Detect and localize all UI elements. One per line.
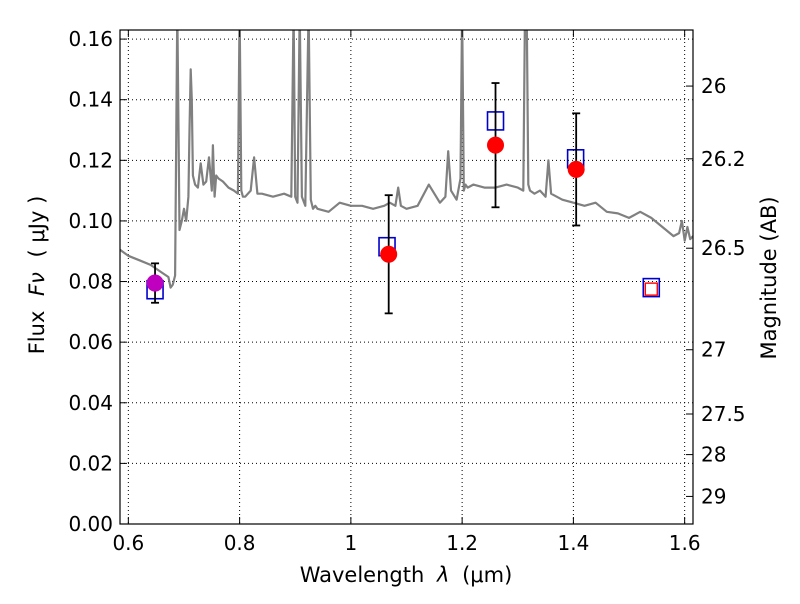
observed-point xyxy=(380,245,398,263)
x-tick-label: 0.6 xyxy=(112,531,144,555)
y-tick-label: 0.10 xyxy=(68,209,113,233)
x-tick-label: 1.2 xyxy=(446,531,478,555)
y-tick-label: 0.16 xyxy=(68,27,113,51)
optical-point xyxy=(146,274,164,292)
x-axis: 0.6 0.8 1 1.2 1.4 1.6 xyxy=(112,30,701,555)
red-open-marker xyxy=(644,282,658,296)
x-axis-label: Wavelength λ (μm) xyxy=(300,563,513,587)
model-point-square xyxy=(642,277,661,298)
x-tick-label: 1 xyxy=(345,531,358,555)
y-tick-label: 0.12 xyxy=(68,148,113,172)
observed-point xyxy=(567,160,585,178)
y-axis-label: Flux Fν ( μJy ) xyxy=(25,196,49,355)
observed-point xyxy=(487,136,505,154)
right-tick-label: 27 xyxy=(701,338,726,362)
y-tick-label: 0.14 xyxy=(68,88,113,112)
y-tick-label: 0.06 xyxy=(68,330,113,354)
y-tick-label: 0.04 xyxy=(68,391,113,415)
axes-frame xyxy=(119,29,694,525)
right-tick-label: 26.5 xyxy=(701,236,746,260)
plot-area xyxy=(120,30,693,315)
x-tick-label: 1.4 xyxy=(557,531,589,555)
right-tick-label: 26 xyxy=(701,74,726,98)
y-axis-right: 26 26.2 26.5 27 27.5 28 29 xyxy=(686,74,746,508)
right-tick-label: 28 xyxy=(701,443,726,467)
y-axis-left: 0.00 0.02 0.04 0.06 0.08 0.10 0.12 0.14 0.16 xyxy=(68,27,127,536)
y-tick-label: 0.02 xyxy=(68,451,113,475)
x-tick-label: 1.6 xyxy=(669,531,701,555)
model-spectrum-line xyxy=(120,30,693,289)
y-tick-label: 0.00 xyxy=(68,512,113,536)
right-tick-label: 29 xyxy=(701,484,726,508)
right-tick-label: 27.5 xyxy=(701,402,746,426)
y-tick-label: 0.08 xyxy=(68,270,113,294)
right-tick-label: 26.2 xyxy=(701,147,746,171)
x-tick-label: 0.8 xyxy=(224,531,256,555)
y-axis-right-label: Magnitude (AB) xyxy=(757,196,781,359)
